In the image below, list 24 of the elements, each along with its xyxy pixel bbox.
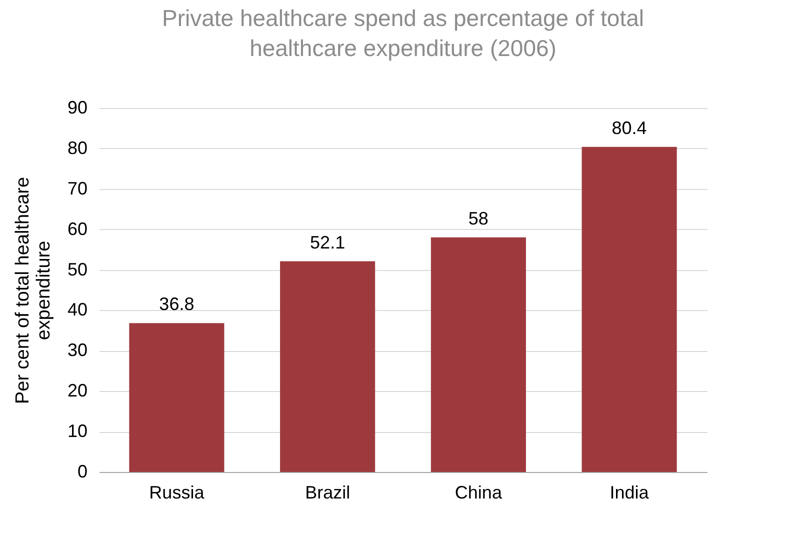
y-tick-label: 20 bbox=[67, 380, 88, 401]
y-tick-label: 80 bbox=[67, 138, 88, 158]
x-tick-label: Russia bbox=[149, 482, 206, 502]
y-tick-label: 0 bbox=[77, 462, 88, 482]
y-tick-label: 70 bbox=[67, 178, 88, 198]
x-tick-label: India bbox=[610, 482, 650, 502]
bar bbox=[430, 237, 526, 472]
data-label: 80.4 bbox=[612, 118, 647, 138]
y-axis-title: Per cent of total healthcare expenditure bbox=[12, 176, 54, 404]
bar bbox=[129, 323, 224, 472]
y-tick-label: 60 bbox=[67, 218, 88, 239]
data-label: 52.1 bbox=[310, 232, 346, 252]
bar bbox=[582, 146, 677, 472]
y-tick-label: 30 bbox=[67, 340, 88, 360]
y-tick-label: 40 bbox=[67, 300, 88, 320]
data-label: 36.8 bbox=[159, 294, 194, 314]
bar bbox=[280, 261, 376, 472]
y-tick-label: 90 bbox=[67, 98, 88, 118]
chart-title: Private healthcare spend as percentage of total healthcare expenditure (2006) bbox=[162, 5, 644, 61]
x-tick-label: Brazil bbox=[305, 482, 350, 502]
x-tick-label: China bbox=[454, 482, 503, 502]
y-tick-label: 10 bbox=[67, 421, 88, 442]
y-tick-label: 50 bbox=[67, 259, 88, 280]
data-label: 58 bbox=[468, 208, 488, 228]
